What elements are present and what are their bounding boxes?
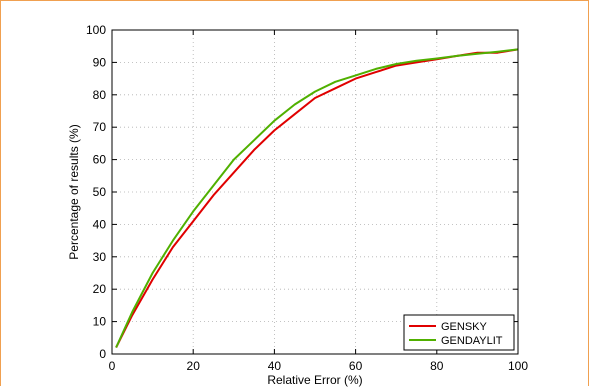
y-tick-label: 70	[93, 120, 107, 134]
x-tick-label: 100	[508, 359, 528, 373]
y-tick-label: 10	[93, 315, 107, 329]
series-layer	[115, 48, 519, 348]
y-tick-label: 100	[86, 23, 106, 37]
y-tick-label: 50	[93, 185, 107, 199]
x-tick-label: 80	[430, 359, 444, 373]
y-tick-label: 60	[93, 153, 107, 167]
y-tick-label: 40	[93, 217, 107, 231]
x-tick-label: 40	[268, 359, 282, 373]
y-tick-label: 0	[99, 347, 106, 361]
legend: GENSKY GENDAYLIT	[403, 314, 515, 351]
x-tick-label: 20	[187, 359, 201, 373]
x-tick-label: 0	[109, 359, 116, 373]
y-tick-label: 20	[93, 282, 107, 296]
y-tick-label: 90	[93, 55, 107, 69]
y-tick-label: 30	[93, 250, 107, 264]
y-tick-label: 80	[93, 88, 107, 102]
legend-label-gensky: GENSKY	[441, 321, 488, 333]
x-tick-label: 60	[349, 359, 363, 373]
axis-ticks: 0 20 40 60 80 100 0 10 20 30 40 50 60 70 80 90 100	[86, 23, 528, 373]
y-axis-label: Percentage of results (%)	[67, 124, 81, 259]
plot-area	[112, 30, 518, 354]
legend-box	[403, 314, 515, 351]
x-axis-label: Relative Error (%)	[267, 373, 362, 387]
series-line-gendaylit	[115, 48, 519, 348]
legend-label-gendaylit: GENDAYLIT	[441, 335, 503, 347]
